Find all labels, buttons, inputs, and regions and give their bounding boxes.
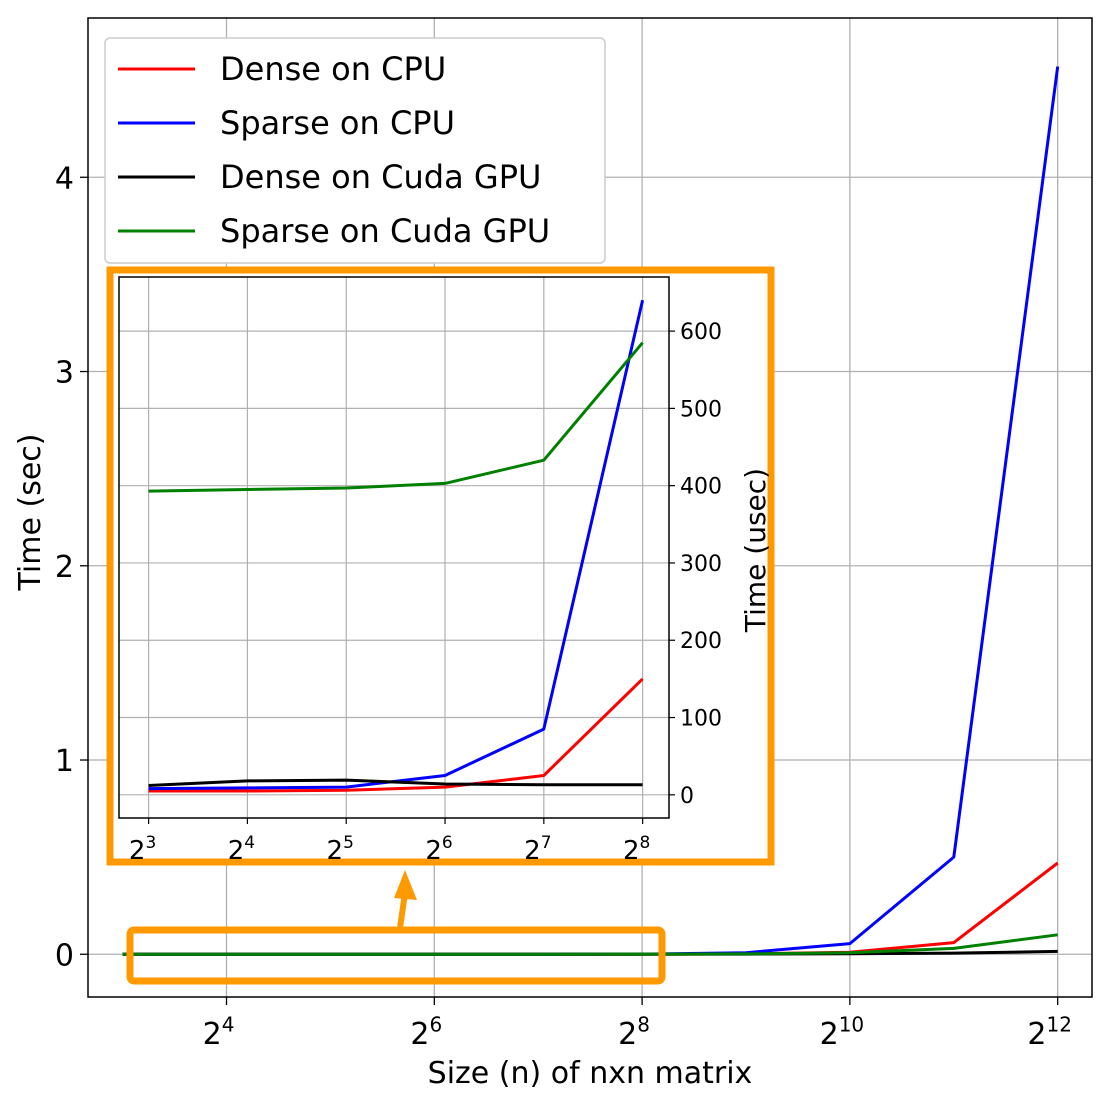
- main-plot-frame: [87, 17, 1093, 998]
- zoom-annotation: [126, 870, 666, 985]
- inset-y-tick-label: 600: [680, 320, 722, 345]
- main-x-axis-label: Size (n) of nxn matrix: [428, 1056, 753, 1091]
- main-x-tick-label-base: 2: [203, 1017, 222, 1052]
- inset-x-tick-label-exp: 5: [343, 833, 354, 853]
- inset-y-tick-label: 0: [680, 784, 694, 809]
- inset-x-tick-label-base: 2: [524, 836, 541, 866]
- main-y-tick-label: 4: [55, 161, 74, 196]
- inset-x-tick-label: 28: [623, 833, 650, 866]
- legend-item: Dense on CPU: [118, 50, 446, 88]
- inset-highlight-frame: [106, 266, 775, 866]
- inset-y-tick-label: 500: [680, 397, 722, 422]
- inset-series-line: [148, 778, 643, 787]
- legend-item: Dense on Cuda GPU: [118, 158, 541, 196]
- main-x-tick-label: 26: [410, 1012, 442, 1052]
- inset-series-line: [148, 341, 644, 493]
- inset-y-tick-label: 300: [680, 552, 722, 577]
- main-y-tick-label: 0: [55, 938, 74, 973]
- main-y-tick-label: 1: [55, 744, 74, 779]
- main-y-axis-label: Time (sec): [13, 434, 48, 592]
- inset-x-tick-label-exp: 4: [244, 833, 255, 853]
- main-x-tick-label-exp: 8: [637, 1012, 650, 1036]
- inset-y-axis-label: Time (usec): [739, 468, 772, 633]
- main-x-tick-label: 212: [1027, 1012, 1072, 1052]
- inset-x-tick-label-base: 2: [623, 836, 640, 866]
- inset-x-tick-label-exp: 6: [442, 833, 453, 853]
- inset-plot-frame: [118, 276, 670, 819]
- inset-x-tick-label-base: 2: [228, 836, 245, 866]
- main-x-tick-label-base: 2: [1027, 1017, 1046, 1052]
- legend-item: Sparse on CPU: [118, 104, 455, 142]
- legend-label: Dense on CPU: [220, 50, 446, 88]
- inset-x-tick-label-exp: 7: [541, 833, 552, 853]
- inset-series-line: [148, 677, 644, 793]
- main-x-tick-label-exp: 4: [222, 1012, 235, 1036]
- inset-x-tick-label: 24: [228, 833, 255, 866]
- inset-x-tick-label-base: 2: [327, 836, 344, 866]
- main-x-tick-label-base: 2: [820, 1017, 839, 1052]
- inset-x-tick-label-exp: 8: [639, 833, 650, 853]
- legend: Dense on CPU Sparse on CPU Dense on Cuda G…: [104, 37, 606, 264]
- main-x-tick-label: 28: [618, 1012, 650, 1052]
- main-x-tick-label-base: 2: [410, 1017, 429, 1052]
- inset-x-tick-label: 26: [425, 833, 452, 866]
- inset-x-tick-label-base: 2: [425, 836, 442, 866]
- legend-label: Sparse on Cuda GPU: [220, 212, 550, 250]
- main-x-tick-label: 24: [203, 1012, 235, 1052]
- main-y-tick-label: 3: [55, 356, 74, 391]
- inset-x-tick-label: 23: [129, 833, 156, 866]
- inset-y-tick-label: 100: [680, 707, 722, 732]
- main-x-tick-label-base: 2: [618, 1017, 637, 1052]
- inset-x-tick-label-exp: 3: [145, 833, 156, 853]
- legend-item: Sparse on Cuda GPU: [118, 212, 550, 250]
- inset-x-tick-label-base: 2: [129, 836, 146, 866]
- main-x-tick-label: 210: [820, 1012, 865, 1052]
- inset-x-tick-label: 25: [327, 833, 354, 866]
- main-series-line: [122, 861, 1059, 956]
- main-y-tick-label: 2: [55, 550, 74, 585]
- inset-y-tick-label: 200: [680, 629, 722, 654]
- main-x-tick-label-exp: 12: [1046, 1012, 1071, 1036]
- main-series-line: [122, 933, 1058, 956]
- main-x-tick-label-exp: 6: [429, 1012, 442, 1036]
- zoom-region-box: [126, 926, 666, 985]
- legend-label: Sparse on CPU: [220, 104, 455, 142]
- legend-box: [104, 37, 606, 264]
- main-x-tick-label-exp: 10: [839, 1012, 864, 1036]
- inset-y-tick-label: 400: [680, 475, 722, 500]
- inset-x-tick-label: 27: [524, 833, 551, 866]
- zoom-arrow-head: [394, 870, 417, 900]
- legend-label: Dense on Cuda GPU: [220, 158, 541, 196]
